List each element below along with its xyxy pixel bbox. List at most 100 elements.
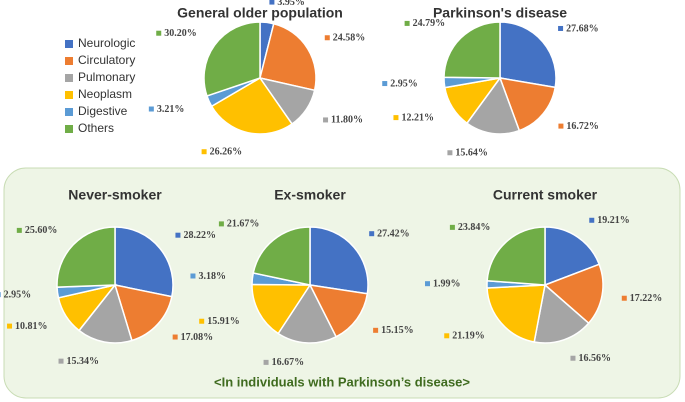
pie-slice — [443, 21, 501, 79]
label-marker — [148, 106, 154, 112]
data-label: 16.72% — [566, 121, 599, 132]
label-marker — [558, 25, 564, 31]
data-label: 27.42% — [377, 228, 410, 239]
chart-title: General older population — [177, 5, 343, 21]
pie-slice — [499, 21, 557, 89]
label-marker — [16, 227, 22, 233]
label-marker — [447, 150, 453, 156]
pie-slice — [114, 226, 174, 298]
legend-swatch — [65, 74, 73, 82]
pie-slice — [309, 226, 369, 295]
legend-label: Pulmonary — [78, 70, 135, 84]
chart-title: Ex-smoker — [274, 187, 346, 203]
pie-slice — [465, 76, 521, 135]
data-label: 28.22% — [183, 230, 216, 241]
legend-swatch — [65, 57, 73, 65]
caption: <In individuals with Parkinson’s disease… — [214, 374, 470, 389]
legend-label: Others — [78, 121, 114, 135]
data-label: 17.22% — [630, 293, 663, 304]
legend-swatch — [65, 40, 73, 48]
label-marker — [324, 35, 330, 41]
data-label: 1.99% — [433, 278, 461, 289]
pie-slice — [259, 22, 317, 92]
legend-swatch — [65, 108, 73, 116]
legend-swatch — [65, 125, 73, 133]
pie-slice — [543, 263, 604, 325]
pie-slice — [251, 283, 312, 335]
label-marker — [172, 334, 178, 340]
pie-slice — [210, 77, 294, 135]
label-marker — [373, 327, 379, 333]
legend-label: Neoplasm — [78, 87, 132, 101]
pie-slice — [203, 21, 261, 97]
data-label: 10.81% — [15, 321, 48, 332]
label-marker — [425, 281, 431, 287]
data-label: 3.95% — [277, 0, 305, 8]
pie-slice — [486, 226, 546, 286]
data-label: 2.95% — [390, 78, 418, 89]
data-label: 21.19% — [452, 331, 485, 342]
pie-slice — [533, 283, 590, 344]
data-label: 16.56% — [578, 353, 611, 364]
label-marker — [7, 323, 13, 329]
data-label: 17.08% — [181, 332, 214, 343]
data-label: 24.79% — [413, 18, 446, 29]
data-label: 21.67% — [227, 219, 260, 230]
data-label: 23.84% — [458, 222, 491, 233]
data-label: 11.80% — [331, 115, 363, 126]
label-marker — [269, 0, 275, 5]
data-label: 12.21% — [401, 112, 434, 123]
legend-label: Digestive — [78, 104, 128, 118]
label-marker — [382, 81, 388, 87]
data-label: 27.68% — [566, 23, 599, 34]
label-marker — [263, 359, 269, 365]
pie-slice — [56, 226, 116, 288]
pie-slice — [486, 284, 546, 343]
pie-slice — [498, 77, 557, 132]
label-marker — [570, 355, 576, 361]
label-marker — [621, 295, 627, 301]
label-marker — [323, 117, 329, 123]
label-marker — [589, 217, 595, 223]
data-label: 2.95% — [4, 289, 32, 300]
data-label: 24.58% — [333, 33, 366, 44]
label-marker — [449, 224, 455, 230]
data-label: 15.64% — [455, 148, 488, 159]
pie-slice — [308, 284, 369, 338]
legend-label: Circulatory — [78, 53, 135, 67]
data-label: 25.60% — [25, 225, 58, 236]
label-marker — [369, 231, 375, 237]
chart-title: Parkinson's disease — [433, 5, 567, 21]
legend-label: Neurologic — [78, 36, 135, 50]
data-label: 15.91% — [207, 316, 240, 327]
pie-slice — [277, 283, 338, 344]
data-label: 16.67% — [272, 357, 305, 368]
label-marker — [393, 115, 399, 121]
label-marker — [218, 221, 224, 227]
label-marker — [558, 123, 564, 129]
data-label: 30.20% — [164, 28, 197, 39]
chart-title: Never-smoker — [68, 187, 162, 203]
legend-swatch — [65, 91, 73, 99]
chart-title: Current smoker — [493, 187, 598, 203]
data-label: 3.18% — [198, 271, 226, 282]
data-label: 19.21% — [597, 215, 630, 226]
pie-slice — [77, 283, 133, 344]
pie-slice — [544, 226, 601, 287]
label-marker — [199, 318, 205, 324]
label-marker — [201, 149, 207, 155]
label-marker — [444, 333, 450, 339]
label-marker — [404, 20, 410, 26]
label-marker — [0, 292, 1, 298]
data-label: 15.34% — [67, 356, 100, 367]
label-marker — [190, 273, 196, 279]
data-label: 26.26% — [210, 147, 243, 158]
label-marker — [175, 232, 181, 238]
data-label: 3.21% — [157, 104, 185, 115]
data-label: 15.15% — [381, 325, 414, 336]
pie-slice — [113, 284, 173, 342]
label-marker — [156, 30, 162, 36]
pie-slice — [252, 226, 311, 286]
label-marker — [58, 358, 64, 364]
